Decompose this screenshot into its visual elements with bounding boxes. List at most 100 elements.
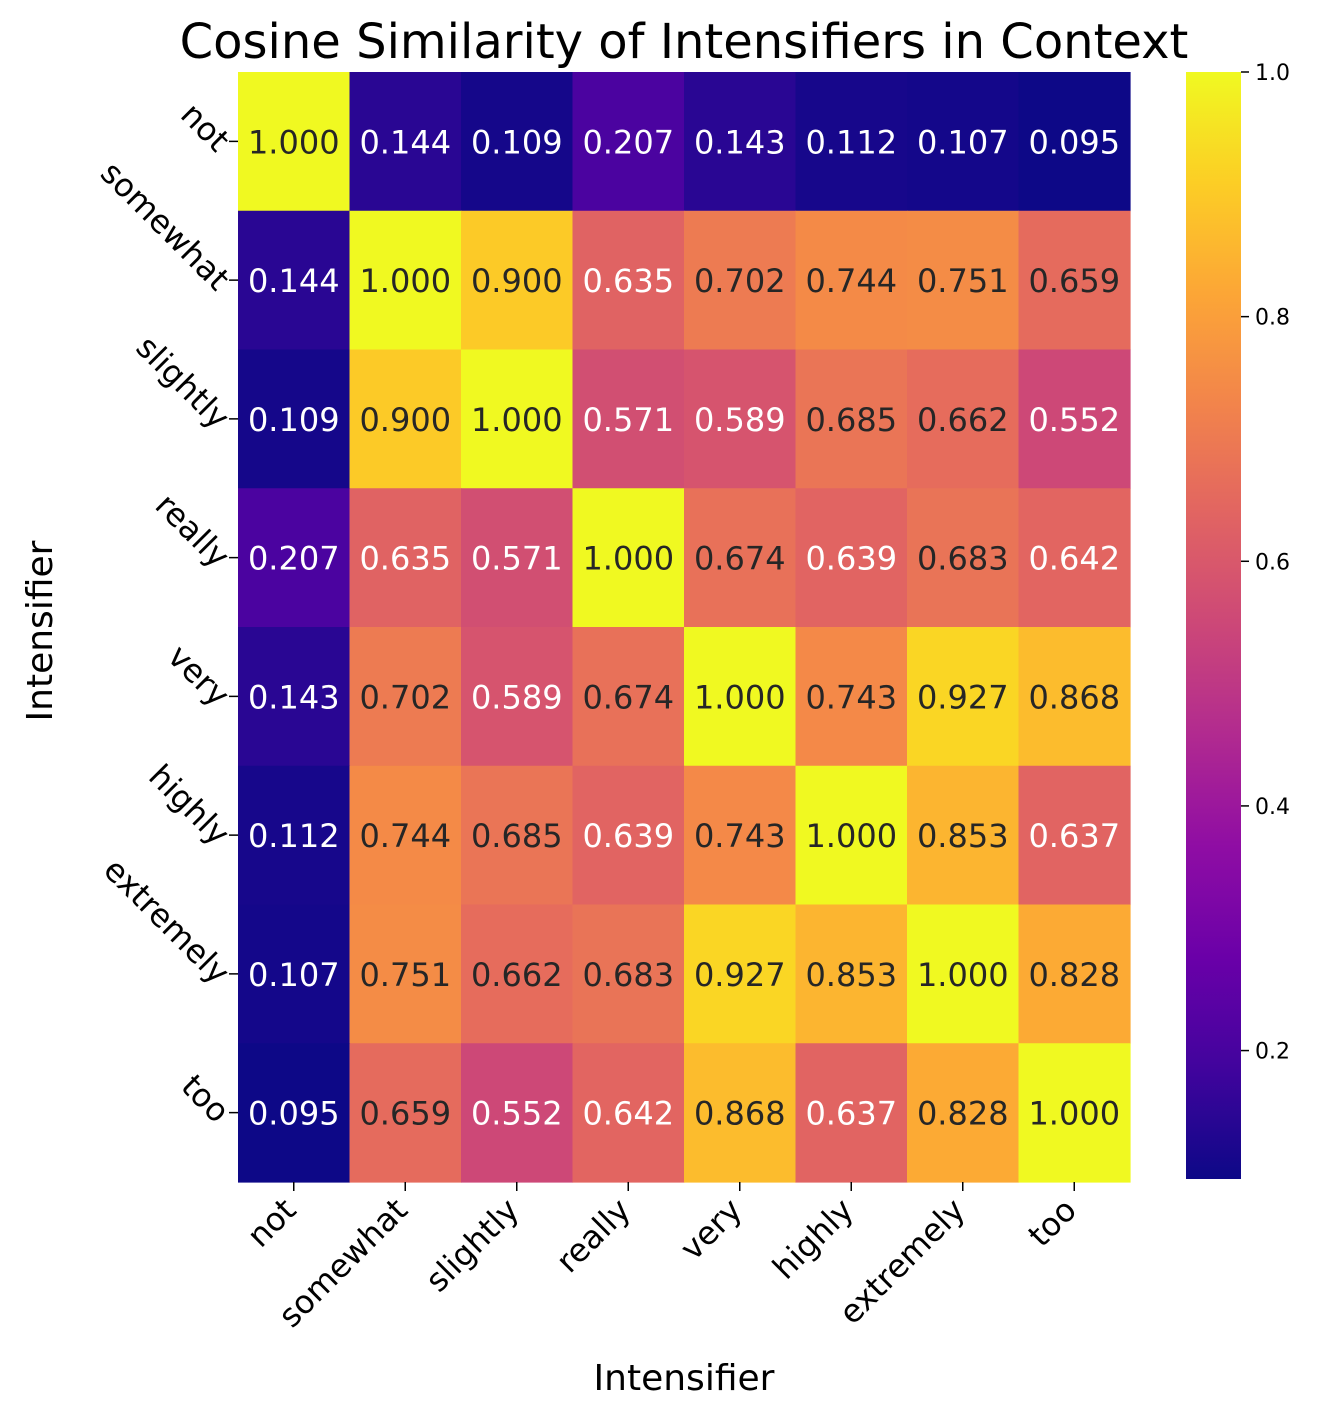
heatmap-cell	[1018, 72, 1131, 212]
cell-value-label: 0.552	[471, 1095, 563, 1133]
cell-value-label: 0.685	[805, 401, 897, 439]
cell-value-label: 0.109	[471, 123, 563, 161]
cell-value-label: 0.144	[359, 123, 451, 161]
cell-value-label: 0.144	[248, 262, 340, 300]
cell-value-label: 0.828	[1028, 956, 1120, 994]
cell-value-label: 0.702	[694, 262, 786, 300]
cell-value-label: 0.662	[471, 956, 563, 994]
heatmap-cell	[349, 627, 462, 767]
heatmap-cell	[461, 904, 574, 1044]
cell-value-label: 0.639	[582, 817, 674, 855]
colorbar-tick-label: 0.4	[1255, 795, 1290, 820]
cell-value-label: 0.751	[359, 956, 451, 994]
cell-value-label: 0.702	[359, 678, 451, 716]
cell-value-label: 0.571	[471, 540, 563, 578]
colorbar-tick-label: 1.0	[1255, 61, 1290, 86]
cell-value-label: 0.927	[917, 678, 1009, 716]
cell-value-label: 0.552	[1028, 401, 1120, 439]
heatmap-cell	[572, 765, 685, 906]
colorbar-tick-label: 0.6	[1255, 550, 1290, 575]
cell-value-label: 0.207	[248, 540, 340, 578]
cell-value-label: 0.635	[359, 540, 451, 578]
cell-value-label: 0.743	[694, 817, 786, 855]
heatmap-cell	[1018, 904, 1131, 1044]
heatmap-cell	[907, 72, 1020, 212]
cell-value-label: 0.683	[917, 540, 1009, 578]
heatmap-cell	[907, 1043, 1020, 1183]
cell-value-label: 0.143	[694, 123, 786, 161]
cell-value-label: 0.853	[805, 956, 897, 994]
cell-value-label: 0.853	[917, 817, 1009, 855]
heatmap-cell	[795, 765, 908, 906]
heatmap-cell	[461, 488, 574, 628]
heatmap-cell	[238, 765, 351, 906]
cell-value-label: 0.109	[248, 401, 340, 439]
cell-value-label: 0.685	[471, 817, 563, 855]
cell-annotations: 1.000 0.144 0.109 0.207 0.143 0.112 0.107 0.095…	[248, 123, 1120, 1132]
heatmap-cell	[349, 904, 462, 1044]
heatmap-cell	[684, 349, 797, 489]
heatmap-cell	[238, 1043, 351, 1183]
cell-value-label: 0.107	[917, 123, 1009, 161]
x-axis-label: Intensifier	[594, 1358, 775, 1399]
cell-value-label: 0.900	[359, 401, 451, 439]
heatmap-cell	[1018, 349, 1131, 489]
cell-value-label: 1.000	[582, 540, 674, 578]
cell-value-label: 0.662	[917, 401, 1009, 439]
heatmap-cell	[349, 349, 462, 489]
heatmap-cell	[684, 72, 797, 212]
cell-value-label: 0.659	[359, 1095, 451, 1133]
heatmap-cell	[1018, 488, 1131, 628]
heatmap-cell	[795, 904, 908, 1044]
cell-value-label: 1.000	[248, 123, 340, 161]
cell-value-label: 1.000	[805, 817, 897, 855]
cell-value-label: 0.642	[1028, 540, 1120, 578]
heatmap-cell	[684, 210, 797, 351]
heatmap-cell	[572, 210, 685, 351]
heatmap-cell	[349, 1043, 462, 1183]
heatmap-cell	[1018, 627, 1131, 767]
cell-value-label: 0.927	[694, 956, 786, 994]
cell-value-label: 0.095	[1028, 123, 1120, 161]
cell-value-label: 0.868	[1028, 678, 1120, 716]
cell-value-label: 0.589	[471, 678, 563, 716]
heatmap-cell	[238, 488, 351, 628]
heatmap-cell	[907, 627, 1020, 767]
heatmap-cell	[795, 72, 908, 212]
y-axis-label: Intensifier	[20, 540, 61, 721]
cell-value-label: 1.000	[359, 262, 451, 300]
cell-value-label: 0.639	[805, 540, 897, 578]
heatmap-cell	[795, 488, 908, 628]
cell-value-label: 0.107	[248, 956, 340, 994]
colorbar: 0.2 0.4 0.6 0.8 1.0	[1186, 61, 1290, 1179]
cell-value-label: 0.674	[694, 540, 786, 578]
heatmap-cell	[349, 72, 462, 212]
chart-title: Cosine Similarity of Intensifiers in Con…	[180, 14, 1189, 70]
cell-value-label: 0.637	[1028, 817, 1120, 855]
heatmap-cell	[572, 904, 685, 1044]
heatmap-cell	[1018, 765, 1131, 906]
colorbar-tick-label: 0.2	[1255, 1040, 1290, 1065]
heatmap-cell	[907, 904, 1020, 1044]
colorbar-tick-label: 0.8	[1255, 306, 1290, 331]
heatmap-cell	[349, 488, 462, 628]
heatmap-cell	[907, 488, 1020, 628]
heatmap-cell	[795, 349, 908, 489]
heatmap-cell	[795, 627, 908, 767]
heatmap-cell	[572, 627, 685, 767]
heatmap-cell	[461, 627, 574, 767]
heatmap-cell	[684, 765, 797, 906]
cell-value-label: 0.743	[805, 678, 897, 716]
heatmap-cell	[572, 1043, 685, 1183]
heatmap-cell	[461, 765, 574, 906]
heatmap-cell	[1018, 1043, 1131, 1183]
cell-value-label: 0.112	[248, 817, 340, 855]
cell-value-label: 0.642	[582, 1095, 674, 1133]
heatmap-cell	[684, 904, 797, 1044]
cell-value-label: 0.207	[582, 123, 674, 161]
cell-value-label: 0.095	[248, 1095, 340, 1133]
heatmap-cell	[907, 210, 1020, 351]
heatmap-cell	[1018, 210, 1131, 351]
